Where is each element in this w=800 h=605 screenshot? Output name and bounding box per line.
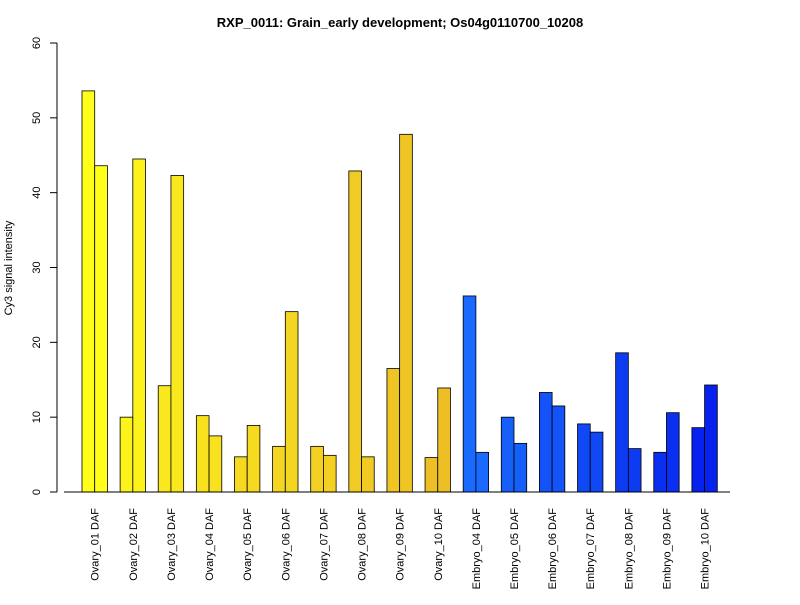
bar	[437, 387, 451, 493]
bar	[119, 416, 134, 493]
x-tick-label: Embryo_05 DAF	[509, 508, 521, 590]
bar	[132, 158, 146, 493]
x-tick-label: Ovary_01 DAF	[90, 508, 102, 581]
bar	[704, 384, 718, 493]
bar	[208, 435, 223, 493]
bar	[551, 405, 566, 493]
bar	[589, 431, 604, 493]
y-tick-label: 0	[31, 489, 43, 495]
y-axis-label: Cy3 signal intensity	[3, 220, 15, 315]
y-tick-label: 20	[31, 336, 43, 348]
x-tick-label: Ovary_09 DAF	[395, 508, 407, 581]
bar	[500, 416, 515, 493]
bar	[691, 427, 705, 493]
chart-title: RXP_0011: Grain_early development; Os04g…	[217, 15, 583, 30]
bar	[666, 412, 680, 493]
bar	[615, 352, 629, 493]
bar	[170, 175, 185, 493]
bar	[513, 442, 528, 493]
y-tick-label: 10	[31, 411, 43, 423]
y-tick-label: 50	[31, 112, 43, 124]
bar	[539, 392, 553, 493]
x-tick-label: Embryo_08 DAF	[623, 508, 635, 590]
y-axis: 0 10 20 30 40 50 60	[31, 37, 58, 495]
y-tick-label: 60	[31, 37, 43, 49]
bar	[323, 454, 337, 493]
x-tick-label: Ovary_03 DAF	[166, 508, 178, 581]
x-tick-label: Embryo_06 DAF	[547, 508, 559, 590]
bar	[653, 451, 667, 493]
y-tick-label: 30	[31, 261, 43, 273]
x-tick-label: Ovary_02 DAF	[128, 508, 140, 581]
bar	[627, 448, 642, 493]
bar	[284, 311, 299, 493]
bar	[399, 133, 413, 493]
bar	[310, 445, 324, 493]
x-tick-label: Embryo_07 DAF	[585, 508, 597, 590]
bar	[234, 456, 248, 493]
bar	[462, 295, 477, 493]
x-tick-label: Ovary_07 DAF	[318, 508, 330, 581]
x-tick-label: Ovary_05 DAF	[242, 508, 254, 581]
x-tick-label: Embryo_10 DAF	[700, 508, 712, 590]
x-tick-label: Embryo_04 DAF	[471, 508, 483, 590]
x-tick-label: Ovary_06 DAF	[280, 508, 292, 581]
bar	[94, 165, 108, 493]
bar	[157, 385, 172, 493]
x-tick-label: Ovary_10 DAF	[433, 508, 445, 581]
bar	[348, 170, 362, 493]
bar	[577, 423, 591, 493]
bar	[475, 451, 489, 493]
bar	[195, 415, 210, 493]
bar	[272, 445, 286, 493]
bars-group	[64, 90, 730, 493]
x-tick-label: Ovary_04 DAF	[204, 508, 216, 581]
bar	[246, 424, 261, 493]
bar	[424, 457, 439, 493]
bar	[386, 368, 401, 493]
bar	[361, 456, 375, 493]
bar	[81, 90, 96, 493]
x-tick-label: Embryo_09 DAF	[661, 508, 673, 590]
y-tick-label: 40	[31, 187, 43, 199]
x-axis: Ovary_01 DAF Ovary_02 DAF Ovary_03 DAF Ovar…	[90, 508, 712, 590]
x-tick-label: Ovary_08 DAF	[357, 508, 369, 581]
